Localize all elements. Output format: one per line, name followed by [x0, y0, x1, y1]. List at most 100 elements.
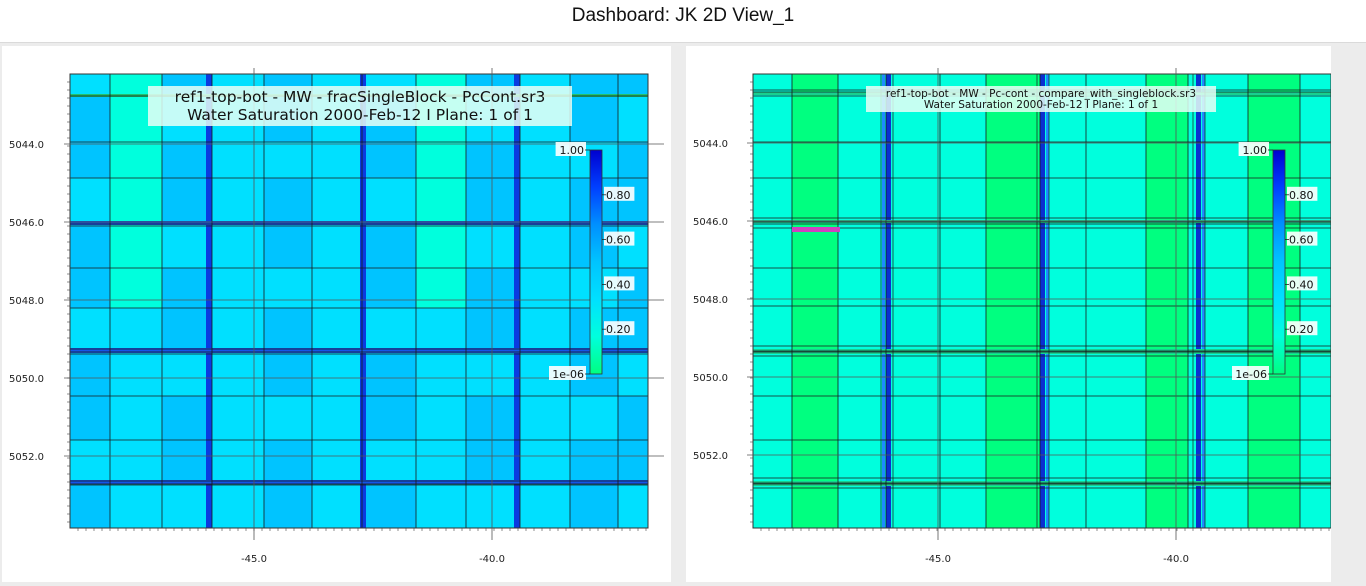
grid-cell[interactable]	[70, 484, 110, 528]
grid-cell[interactable]	[212, 396, 264, 440]
grid-cell[interactable]	[312, 268, 362, 308]
grid-cell[interactable]	[792, 92, 838, 142]
grid-cell[interactable]	[1146, 396, 1188, 440]
view-panel-right[interactable]: 5044.0 5046.0 5048.0 5050.0 5052.0 -45.0 -40.0…	[686, 46, 1331, 582]
grid-cell[interactable]	[162, 352, 212, 396]
grid-cell[interactable]	[1146, 306, 1188, 352]
grid-cell[interactable]	[986, 222, 1040, 268]
grid-cell[interactable]	[416, 352, 466, 396]
grid-cell[interactable]	[520, 178, 570, 224]
grid-cell[interactable]	[753, 142, 792, 178]
grid-cell[interactable]	[838, 178, 886, 222]
grid-cell[interactable]	[312, 142, 362, 178]
grid-cell[interactable]	[570, 484, 618, 528]
grid-cell[interactable]	[362, 440, 416, 484]
grid-cell[interactable]	[886, 396, 940, 440]
grid-cell[interactable]	[1086, 396, 1146, 440]
grid-cell[interactable]	[416, 440, 466, 484]
grid-cell[interactable]	[986, 306, 1040, 352]
grid-cell[interactable]	[1086, 306, 1146, 352]
grid-cell[interactable]	[618, 224, 648, 268]
grid-cell[interactable]	[618, 142, 648, 178]
grid-cell[interactable]	[1146, 222, 1188, 268]
grid-cell[interactable]	[362, 142, 416, 178]
grid-cell[interactable]	[212, 224, 264, 268]
grid-cell[interactable]	[986, 268, 1040, 306]
grid-cell[interactable]	[1086, 484, 1146, 528]
grid-cell[interactable]	[162, 224, 212, 268]
grid-cell[interactable]	[753, 92, 792, 142]
grid-cell[interactable]	[792, 74, 838, 92]
grid-cell[interactable]	[940, 306, 986, 352]
grid-cell[interactable]	[618, 396, 648, 440]
grid-cell[interactable]	[986, 142, 1040, 178]
well-marker[interactable]	[792, 227, 840, 232]
view-panel-left[interactable]: 5044.0 5046.0 5048.0 5050.0 5052.0 -45.0 -40.0…	[2, 46, 671, 582]
grid-cell[interactable]	[70, 396, 110, 440]
grid-cell[interactable]	[1146, 440, 1188, 484]
grid-cell[interactable]	[212, 268, 264, 308]
grid-cell[interactable]	[362, 268, 416, 308]
grid-cell[interactable]	[1300, 92, 1331, 142]
grid-cell[interactable]	[1086, 440, 1146, 484]
grid-cell[interactable]	[1146, 352, 1188, 396]
grid-cell[interactable]	[986, 440, 1040, 484]
grid-cell[interactable]	[362, 352, 416, 396]
grid-cell[interactable]	[110, 178, 162, 224]
grid-cell[interactable]	[362, 396, 416, 440]
grid-cell[interactable]	[110, 268, 162, 308]
grid-cell[interactable]	[1300, 142, 1331, 178]
grid-cell[interactable]	[162, 178, 212, 224]
grid-cell[interactable]	[618, 96, 648, 142]
grid-cell[interactable]	[110, 142, 162, 178]
grid-cell[interactable]	[940, 396, 986, 440]
grid-cell[interactable]	[886, 222, 940, 268]
grid-cell[interactable]	[570, 396, 618, 440]
grid-cell[interactable]	[1248, 92, 1300, 142]
grid-cell[interactable]	[1248, 74, 1300, 92]
grid-cell[interactable]	[520, 224, 570, 268]
grid-cell[interactable]	[753, 178, 792, 222]
grid-cell[interactable]	[753, 306, 792, 352]
grid-cell[interactable]	[312, 308, 362, 352]
grid-cell[interactable]	[264, 268, 312, 308]
grid-cell[interactable]	[264, 142, 312, 178]
grid-cell[interactable]	[886, 142, 940, 178]
grid-cell[interactable]	[618, 178, 648, 224]
grid-cell[interactable]	[466, 268, 520, 308]
grid-cell[interactable]	[312, 396, 362, 440]
grid-cell[interactable]	[940, 440, 986, 484]
grid-cell[interactable]	[264, 178, 312, 224]
grid-cell[interactable]	[1248, 396, 1300, 440]
grid-cell[interactable]	[362, 484, 416, 528]
grid-cell[interactable]	[212, 178, 264, 224]
grid-cell[interactable]	[466, 178, 520, 224]
grid-cell[interactable]	[1300, 352, 1331, 396]
grid-cell[interactable]	[110, 308, 162, 352]
grid-cell[interactable]	[940, 268, 986, 306]
grid-cell[interactable]	[162, 484, 212, 528]
grid-cell[interactable]	[362, 178, 416, 224]
grid-cell[interactable]	[212, 484, 264, 528]
grid-cell[interactable]	[1146, 142, 1188, 178]
grid-cell[interactable]	[312, 352, 362, 396]
grid-cell[interactable]	[986, 352, 1040, 396]
grid-cell[interactable]	[570, 74, 618, 96]
grid-cell[interactable]	[70, 440, 110, 484]
grid-cell[interactable]	[1300, 440, 1331, 484]
grid-cell[interactable]	[838, 484, 886, 528]
grid-cell[interactable]	[753, 484, 792, 528]
grid-cell[interactable]	[570, 96, 618, 142]
grid-cell[interactable]	[618, 352, 648, 396]
grid-cell[interactable]	[838, 440, 886, 484]
grid-cell[interactable]	[312, 484, 362, 528]
grid-cell[interactable]	[466, 440, 520, 484]
grid-cell[interactable]	[792, 268, 838, 306]
grid-cell[interactable]	[838, 306, 886, 352]
grid-cell[interactable]	[1146, 178, 1188, 222]
grid-cell[interactable]	[212, 440, 264, 484]
grid-cell[interactable]	[753, 440, 792, 484]
grid-cell[interactable]	[520, 268, 570, 308]
grid-cell[interactable]	[312, 178, 362, 224]
grid-cell[interactable]	[886, 352, 940, 396]
